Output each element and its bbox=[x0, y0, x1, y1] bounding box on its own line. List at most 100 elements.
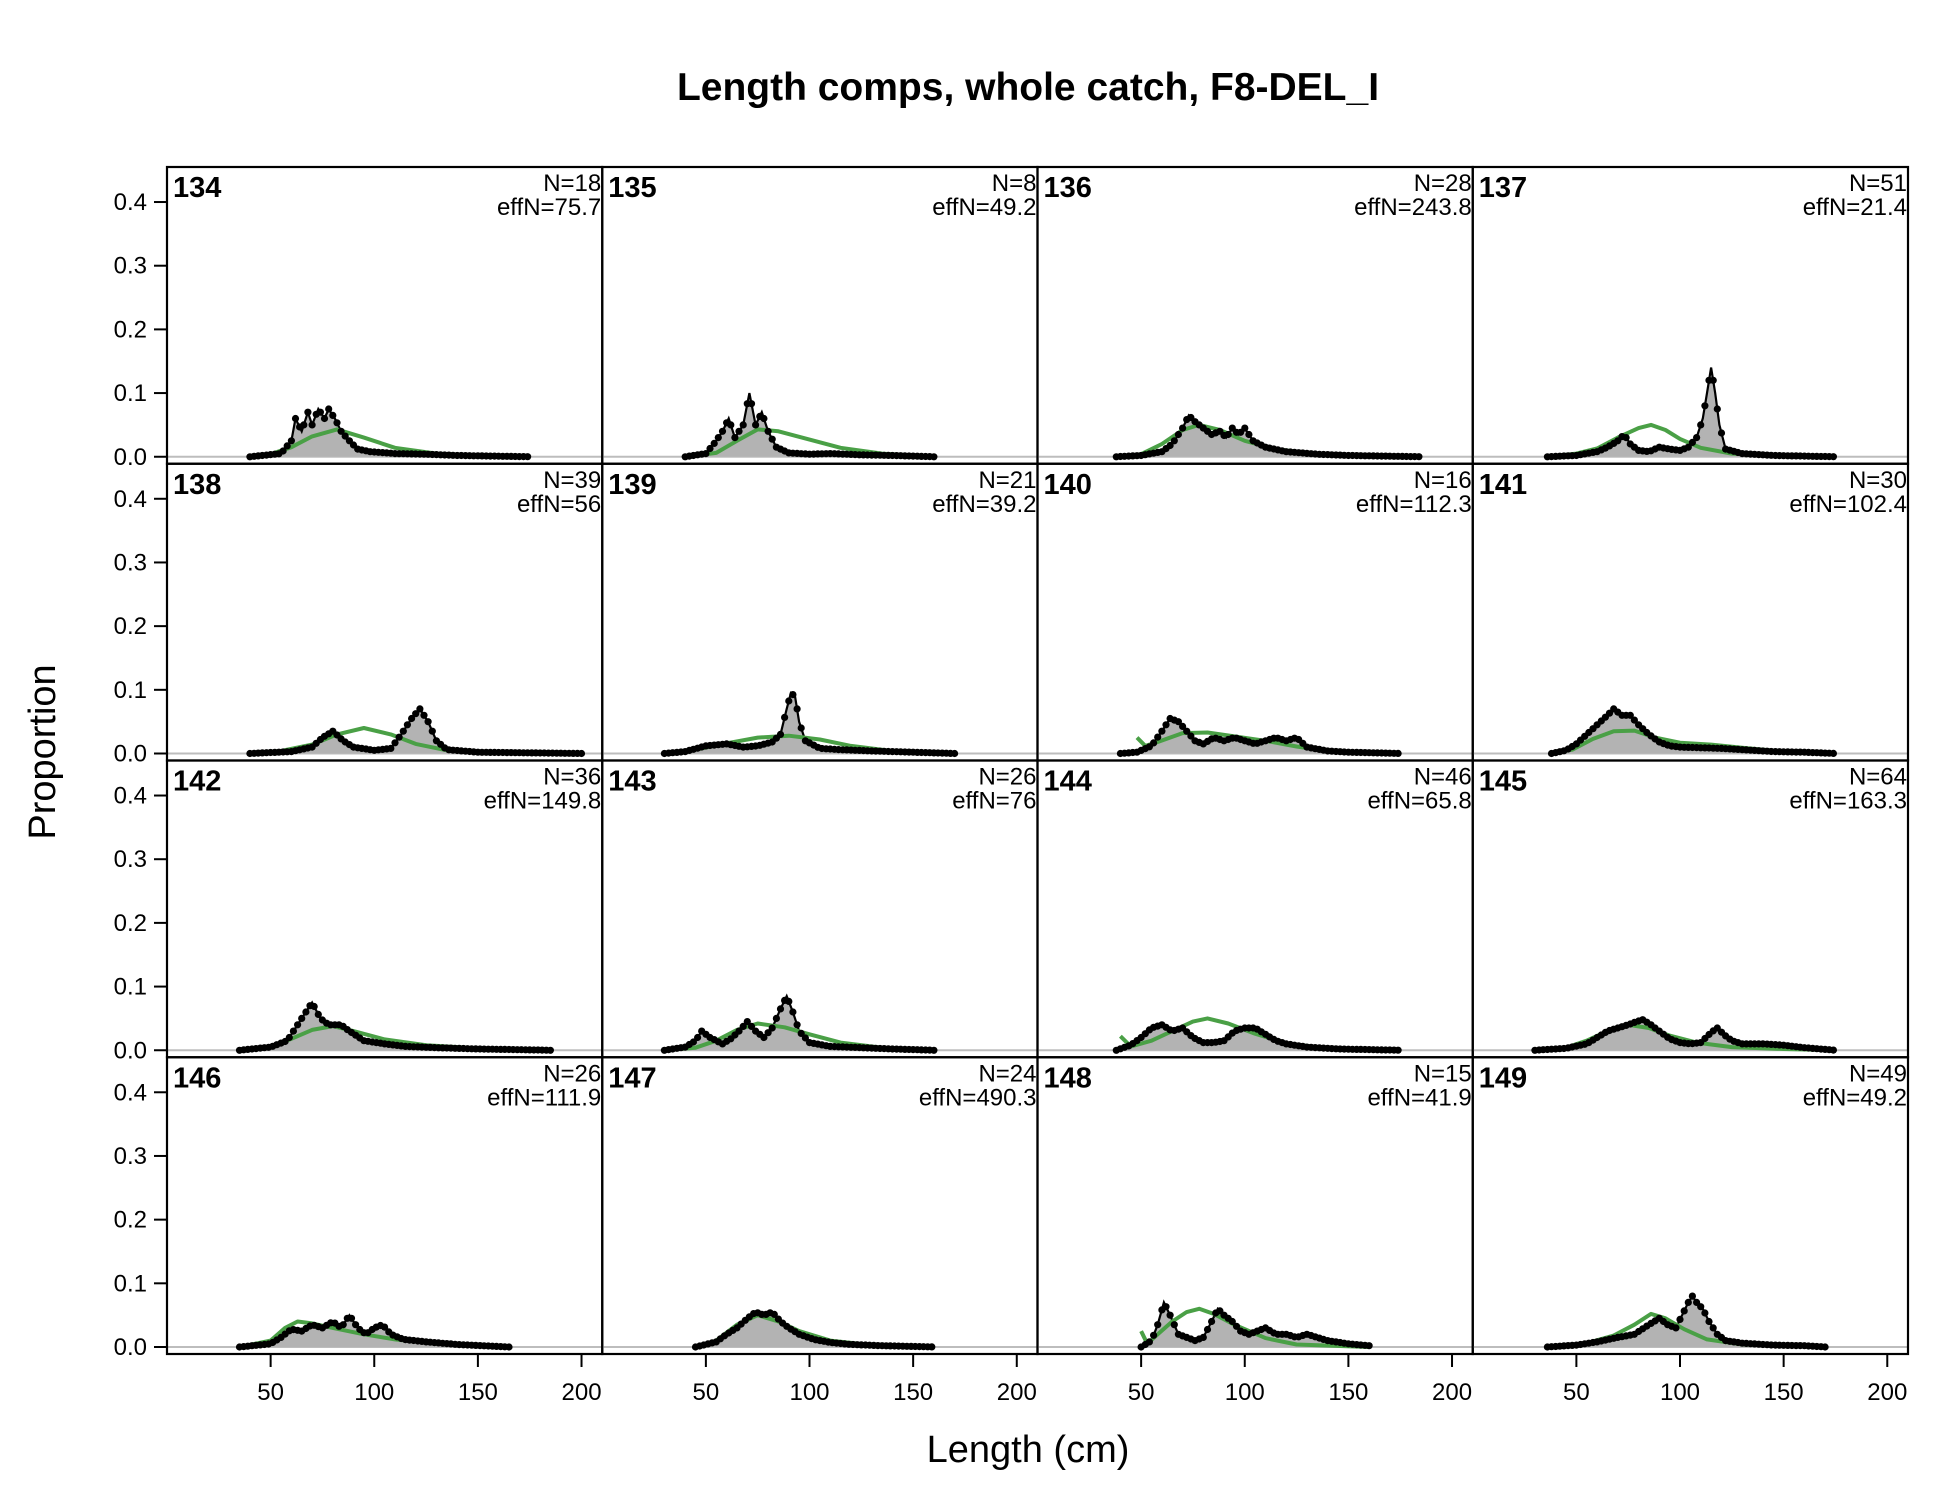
observed-point bbox=[1162, 1303, 1170, 1311]
observed-point bbox=[1166, 441, 1174, 450]
n-label: N=64 bbox=[1849, 764, 1907, 791]
observed-point bbox=[1166, 1311, 1174, 1319]
x-axis-title: Length (cm) bbox=[927, 1429, 1130, 1471]
observed-point bbox=[1203, 1325, 1212, 1334]
observed-point bbox=[797, 1029, 805, 1037]
observed-point bbox=[285, 1033, 293, 1042]
observed-point bbox=[316, 408, 324, 416]
observed-point bbox=[789, 691, 797, 699]
observed-point bbox=[289, 1027, 297, 1035]
observed-point bbox=[1626, 711, 1634, 719]
effn-label: effN=76 bbox=[952, 788, 1036, 815]
observed-point bbox=[294, 1021, 302, 1029]
observed-point bbox=[1415, 453, 1423, 461]
y-tick-label: 0.1 bbox=[114, 677, 147, 704]
observed-point bbox=[1365, 1342, 1373, 1350]
observed-point bbox=[1684, 443, 1692, 451]
observed-point bbox=[1394, 1046, 1402, 1054]
observed-point bbox=[352, 1321, 360, 1329]
observed-point bbox=[310, 1002, 318, 1011]
observed-point bbox=[1688, 1292, 1696, 1300]
observed-point bbox=[1697, 1303, 1705, 1311]
observed-point bbox=[1174, 718, 1182, 726]
n-label: N=49 bbox=[1849, 1060, 1907, 1087]
n-label: N=51 bbox=[1849, 170, 1907, 197]
n-label: N=28 bbox=[1414, 170, 1472, 197]
observed-point bbox=[764, 427, 772, 435]
observed-point bbox=[300, 421, 308, 429]
observed-point bbox=[505, 1343, 513, 1351]
observed-point bbox=[546, 1046, 555, 1054]
observed-point bbox=[930, 1046, 938, 1054]
x-tick-label: 100 bbox=[789, 1379, 829, 1406]
observed-point bbox=[320, 414, 329, 423]
panel-label: 143 bbox=[608, 766, 656, 798]
panel-label: 147 bbox=[608, 1062, 656, 1094]
x-tick-label: 100 bbox=[354, 1379, 394, 1406]
observed-point bbox=[718, 427, 727, 435]
observed-point bbox=[739, 421, 747, 429]
observed-point bbox=[1183, 727, 1191, 735]
y-tick-label: 0.4 bbox=[114, 783, 147, 810]
observed-point bbox=[1158, 727, 1166, 735]
observed-point bbox=[395, 733, 403, 741]
effn-label: effN=490.3 bbox=[919, 1084, 1037, 1111]
panel-label: 144 bbox=[1044, 766, 1092, 798]
observed-point bbox=[1821, 1343, 1829, 1351]
observed-point bbox=[387, 744, 395, 753]
observed-point bbox=[1713, 405, 1721, 413]
panel-label: 141 bbox=[1479, 469, 1527, 501]
observed-point bbox=[1705, 1317, 1713, 1326]
observed-point bbox=[1170, 1321, 1178, 1329]
observed-area bbox=[249, 409, 530, 457]
observed-point bbox=[1241, 424, 1249, 432]
observed-point bbox=[752, 421, 760, 429]
observed-point bbox=[298, 1014, 306, 1023]
observed-point bbox=[302, 1008, 310, 1016]
y-tick-label: 0.1 bbox=[114, 1270, 147, 1297]
observed-point bbox=[347, 1314, 356, 1322]
x-tick-label: 50 bbox=[1128, 1379, 1155, 1406]
panel-label: 140 bbox=[1044, 469, 1092, 501]
panel-label: 145 bbox=[1479, 766, 1527, 798]
observed-point bbox=[1179, 722, 1187, 731]
observed-area bbox=[249, 708, 582, 754]
observed-point bbox=[1709, 376, 1717, 384]
observed-point bbox=[1174, 430, 1182, 439]
observed-point bbox=[412, 710, 420, 718]
x-tick-label: 200 bbox=[562, 1379, 602, 1406]
n-label: N=46 bbox=[1414, 764, 1472, 791]
panel-label: 137 bbox=[1479, 172, 1527, 204]
observed-point bbox=[789, 1008, 797, 1016]
observed-point bbox=[337, 427, 345, 435]
x-tick-label: 150 bbox=[1328, 1379, 1368, 1406]
observed-point bbox=[735, 1027, 743, 1035]
observed-point bbox=[930, 453, 938, 461]
observed-point bbox=[768, 1024, 776, 1032]
observed-area bbox=[1120, 718, 1401, 754]
y-tick-label: 0.1 bbox=[114, 380, 147, 407]
effn-label: effN=112.3 bbox=[1356, 491, 1472, 518]
observed-point bbox=[1701, 402, 1709, 410]
observed-point bbox=[1208, 1317, 1216, 1326]
observed-point bbox=[706, 444, 714, 453]
observed-point bbox=[1672, 1324, 1680, 1332]
effn-label: effN=111.9 bbox=[487, 1084, 601, 1111]
observed-point bbox=[424, 718, 432, 726]
observed-point bbox=[1224, 430, 1232, 439]
observed-point bbox=[702, 450, 710, 458]
observed-point bbox=[325, 405, 333, 413]
effn-label: effN=49.2 bbox=[932, 194, 1036, 221]
observed-point bbox=[403, 721, 411, 729]
observed-point bbox=[577, 749, 586, 758]
observed-point bbox=[951, 749, 959, 758]
observed-point bbox=[1684, 1298, 1692, 1306]
x-tick-label: 50 bbox=[257, 1379, 284, 1406]
panel-label: 135 bbox=[608, 172, 656, 204]
